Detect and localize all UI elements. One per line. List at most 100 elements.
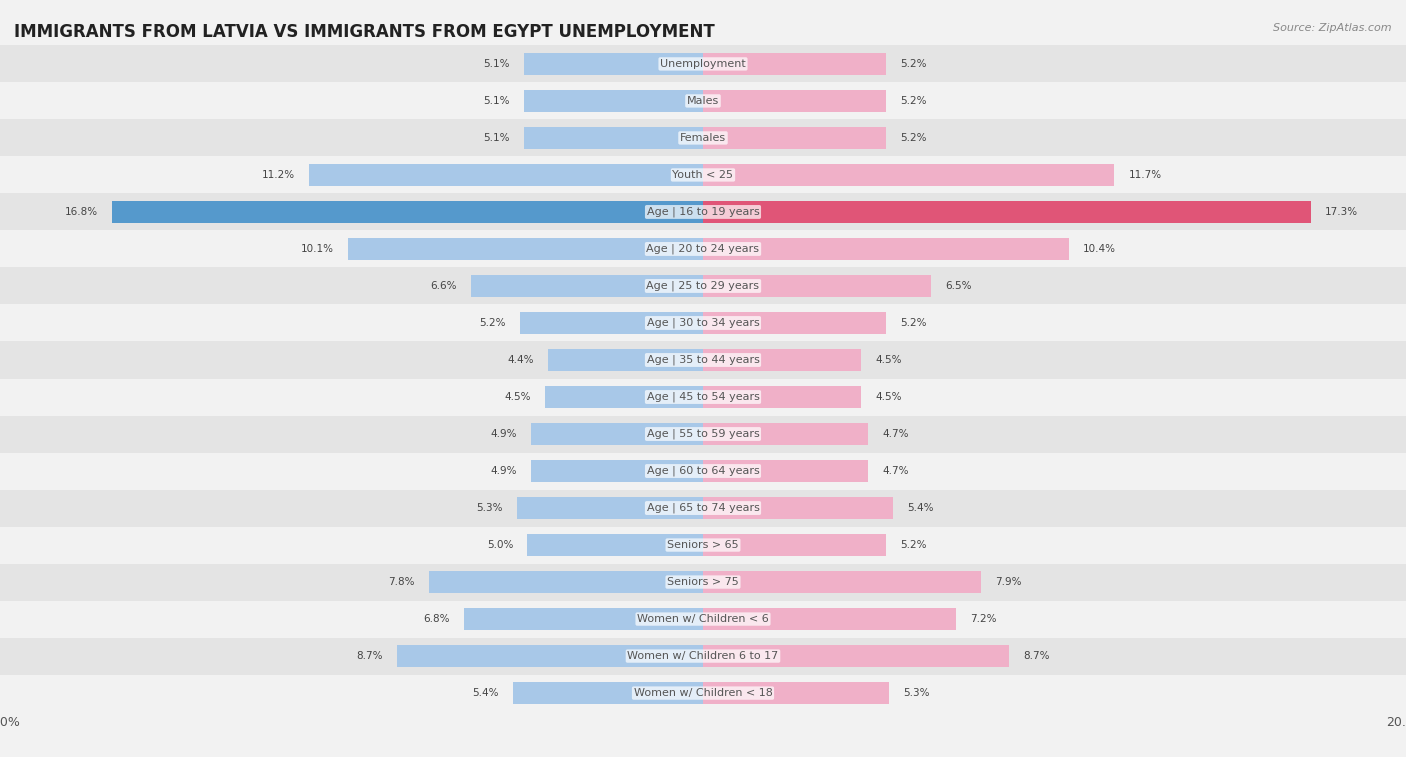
Text: 6.5%: 6.5% xyxy=(945,281,972,291)
Bar xyxy=(0,120,1406,157)
Text: Seniors > 75: Seniors > 75 xyxy=(666,577,740,587)
Bar xyxy=(703,312,886,334)
Bar xyxy=(548,349,703,371)
Bar xyxy=(0,416,1406,453)
Bar xyxy=(0,157,1406,194)
Text: 4.9%: 4.9% xyxy=(491,429,517,439)
Text: Age | 25 to 29 years: Age | 25 to 29 years xyxy=(647,281,759,291)
Text: Source: ZipAtlas.com: Source: ZipAtlas.com xyxy=(1274,23,1392,33)
Text: Age | 16 to 19 years: Age | 16 to 19 years xyxy=(647,207,759,217)
Text: 7.8%: 7.8% xyxy=(388,577,415,587)
Text: 11.2%: 11.2% xyxy=(262,170,295,180)
Bar xyxy=(703,53,886,75)
Bar xyxy=(0,304,1406,341)
Text: 5.3%: 5.3% xyxy=(477,503,503,513)
Text: 5.2%: 5.2% xyxy=(479,318,506,328)
Text: 10.1%: 10.1% xyxy=(301,244,335,254)
Text: 4.7%: 4.7% xyxy=(883,429,908,439)
Text: Age | 30 to 34 years: Age | 30 to 34 years xyxy=(647,318,759,329)
Bar xyxy=(703,460,869,482)
Text: 5.2%: 5.2% xyxy=(900,133,927,143)
Text: 4.5%: 4.5% xyxy=(505,392,531,402)
Text: Age | 35 to 44 years: Age | 35 to 44 years xyxy=(647,355,759,365)
Bar xyxy=(703,275,932,297)
Bar xyxy=(0,194,1406,230)
Bar xyxy=(703,571,981,593)
Bar xyxy=(112,201,703,223)
Text: 5.2%: 5.2% xyxy=(900,540,927,550)
Text: Age | 55 to 59 years: Age | 55 to 59 years xyxy=(647,428,759,439)
Bar xyxy=(524,53,703,75)
Bar xyxy=(0,527,1406,563)
Bar xyxy=(703,534,886,556)
Text: 16.8%: 16.8% xyxy=(65,207,98,217)
Text: 8.7%: 8.7% xyxy=(357,651,382,661)
Text: Age | 60 to 64 years: Age | 60 to 64 years xyxy=(647,466,759,476)
Bar xyxy=(464,608,703,630)
Bar xyxy=(398,645,703,667)
Bar xyxy=(546,386,703,408)
Bar xyxy=(531,423,703,445)
Bar xyxy=(524,90,703,112)
Text: Females: Females xyxy=(681,133,725,143)
Bar xyxy=(703,386,860,408)
Text: 5.3%: 5.3% xyxy=(904,688,929,698)
Text: 4.7%: 4.7% xyxy=(883,466,908,476)
Text: Age | 65 to 74 years: Age | 65 to 74 years xyxy=(647,503,759,513)
Bar xyxy=(703,349,860,371)
Bar xyxy=(349,238,703,260)
Text: 10.4%: 10.4% xyxy=(1083,244,1115,254)
Text: 5.1%: 5.1% xyxy=(484,133,510,143)
Bar xyxy=(703,423,869,445)
Text: IMMIGRANTS FROM LATVIA VS IMMIGRANTS FROM EGYPT UNEMPLOYMENT: IMMIGRANTS FROM LATVIA VS IMMIGRANTS FRO… xyxy=(14,23,714,41)
Bar xyxy=(531,460,703,482)
Bar xyxy=(524,127,703,149)
Bar xyxy=(703,608,956,630)
Bar xyxy=(527,534,703,556)
Bar xyxy=(0,637,1406,674)
Bar xyxy=(703,90,886,112)
Text: 17.3%: 17.3% xyxy=(1324,207,1358,217)
Text: Unemployment: Unemployment xyxy=(661,59,745,69)
Text: 5.4%: 5.4% xyxy=(472,688,499,698)
Bar xyxy=(703,201,1312,223)
Text: Women w/ Children < 18: Women w/ Children < 18 xyxy=(634,688,772,698)
Text: Seniors > 65: Seniors > 65 xyxy=(668,540,738,550)
Text: 5.2%: 5.2% xyxy=(900,318,927,328)
Bar xyxy=(0,674,1406,712)
Text: 5.4%: 5.4% xyxy=(907,503,934,513)
Text: 11.7%: 11.7% xyxy=(1129,170,1161,180)
Bar xyxy=(703,682,889,704)
Bar xyxy=(703,497,893,519)
Bar xyxy=(0,230,1406,267)
Bar xyxy=(703,164,1114,186)
Text: Age | 45 to 54 years: Age | 45 to 54 years xyxy=(647,392,759,402)
Bar xyxy=(703,127,886,149)
Text: 6.6%: 6.6% xyxy=(430,281,457,291)
Bar xyxy=(429,571,703,593)
Bar xyxy=(0,453,1406,490)
Text: 5.2%: 5.2% xyxy=(900,96,927,106)
Text: 4.4%: 4.4% xyxy=(508,355,534,365)
Text: Women w/ Children < 6: Women w/ Children < 6 xyxy=(637,614,769,624)
Text: 5.0%: 5.0% xyxy=(486,540,513,550)
Bar xyxy=(0,83,1406,120)
Bar xyxy=(703,238,1069,260)
Bar xyxy=(471,275,703,297)
Bar xyxy=(513,682,703,704)
Bar xyxy=(0,490,1406,527)
Bar xyxy=(0,45,1406,83)
Bar xyxy=(703,645,1010,667)
Text: Women w/ Children 6 to 17: Women w/ Children 6 to 17 xyxy=(627,651,779,661)
Text: 6.8%: 6.8% xyxy=(423,614,450,624)
Text: 4.9%: 4.9% xyxy=(491,466,517,476)
Text: 5.1%: 5.1% xyxy=(484,96,510,106)
Text: 7.2%: 7.2% xyxy=(970,614,997,624)
Bar xyxy=(517,497,703,519)
Text: 5.1%: 5.1% xyxy=(484,59,510,69)
Bar xyxy=(520,312,703,334)
Text: 5.2%: 5.2% xyxy=(900,59,927,69)
Text: Males: Males xyxy=(688,96,718,106)
Text: 4.5%: 4.5% xyxy=(875,392,901,402)
Bar xyxy=(0,378,1406,416)
